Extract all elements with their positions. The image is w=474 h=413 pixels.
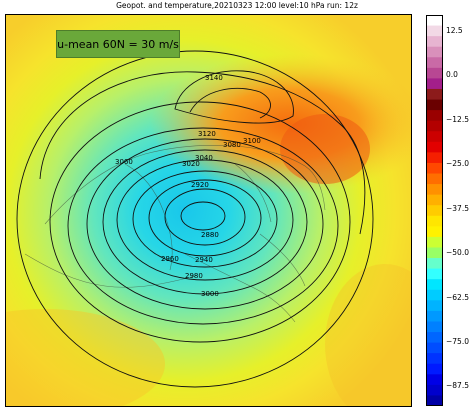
colorbar-tick-label: −87.5: [446, 381, 469, 391]
temperature-colorbar: [426, 15, 443, 406]
colorbar-tick-label: −50.0: [446, 248, 469, 258]
warm-region-sw: [5, 309, 165, 407]
colorbar-cell: [426, 194, 443, 206]
colorbar-tick-label: −25.0: [446, 159, 469, 169]
colorbar-cell: [426, 342, 443, 354]
colorbar-cell: [426, 247, 443, 259]
colorbar-cell: [426, 57, 443, 69]
colorbar-cell: [426, 120, 443, 132]
contour-label-2960: 2960: [161, 255, 179, 263]
colorbar-cell: [426, 321, 443, 333]
colorbar-cell: [426, 332, 443, 343]
colorbar-cell: [426, 268, 443, 280]
colorbar-tick-label: −62.5: [446, 292, 469, 302]
colorbar-cell: [426, 15, 443, 26]
coastlines: [24, 144, 326, 323]
colorbar-cell: [426, 141, 443, 153]
warm-region-se: [325, 264, 412, 407]
u-mean-annotation: u-mean 60N = 30 m/s: [56, 30, 180, 58]
contour-label-3120: 3120: [198, 130, 216, 138]
colorbar-cell: [426, 46, 443, 58]
contour-label-3080: 3080: [223, 141, 241, 149]
colorbar-tick-label: 12.5: [446, 25, 463, 35]
colorbar-cell: [426, 205, 443, 217]
colorbar-cell: [426, 110, 443, 122]
colorbar-tick-label: −37.5: [446, 203, 469, 213]
colorbar-cell: [426, 99, 443, 111]
colorbar-cell: [426, 36, 443, 48]
geopotential-contours: [16, 50, 374, 388]
colorbar-tick-label: 0.0: [446, 70, 458, 80]
contour-label-3020: 3020: [182, 160, 200, 168]
colorbar-cell: [426, 374, 443, 386]
colorbar-cell: [426, 184, 443, 196]
map-frame: [5, 14, 412, 407]
colorbar-cell: [426, 236, 443, 248]
contour-label-3100: 3100: [243, 137, 261, 145]
contour-label-2980: 2980: [185, 272, 203, 280]
contour-label-2880: 2880: [201, 231, 219, 239]
colorbar-cell: [426, 67, 443, 79]
colorbar-cell: [426, 88, 443, 100]
colorbar-cell: [426, 162, 443, 174]
colorbar-cell: [426, 258, 443, 270]
colorbar-cell: [426, 226, 443, 238]
contour-label-3060: 3060: [115, 158, 133, 166]
colorbar-cell: [426, 215, 443, 227]
colorbar-cell: [426, 25, 443, 37]
colorbar-cell: [426, 289, 443, 301]
contour-label-3140: 3140: [205, 74, 223, 82]
colorbar-cell: [426, 300, 443, 312]
contour-label-3040: 3040: [195, 154, 213, 162]
contour-label-2940: 2940: [195, 256, 213, 264]
colorbar-cell: [426, 131, 443, 143]
colorbar-tick-label: −75.0: [446, 337, 469, 347]
geopotential-temperature-map: 3140 3120 3100 3080 3060 3040 3020 2920 …: [5, 14, 412, 407]
colorbar-cell: [426, 152, 443, 164]
colorbar-cell: [426, 310, 443, 322]
colorbar-cell: [426, 353, 443, 365]
contour-label-3000: 3000: [201, 290, 219, 298]
contour-label-2920: 2920: [191, 181, 209, 189]
colorbar-cell: [426, 78, 443, 90]
colorbar-tick-label: −12.5: [446, 114, 469, 124]
colorbar-cell: [426, 279, 443, 291]
colorbar-cell: [426, 384, 443, 396]
colorbar-cell: [426, 173, 443, 185]
map-title: Geopot. and temperature,20210323 12:00 l…: [116, 1, 358, 10]
colorbar-cell: [426, 363, 443, 375]
colorbar-cell: [426, 395, 443, 406]
